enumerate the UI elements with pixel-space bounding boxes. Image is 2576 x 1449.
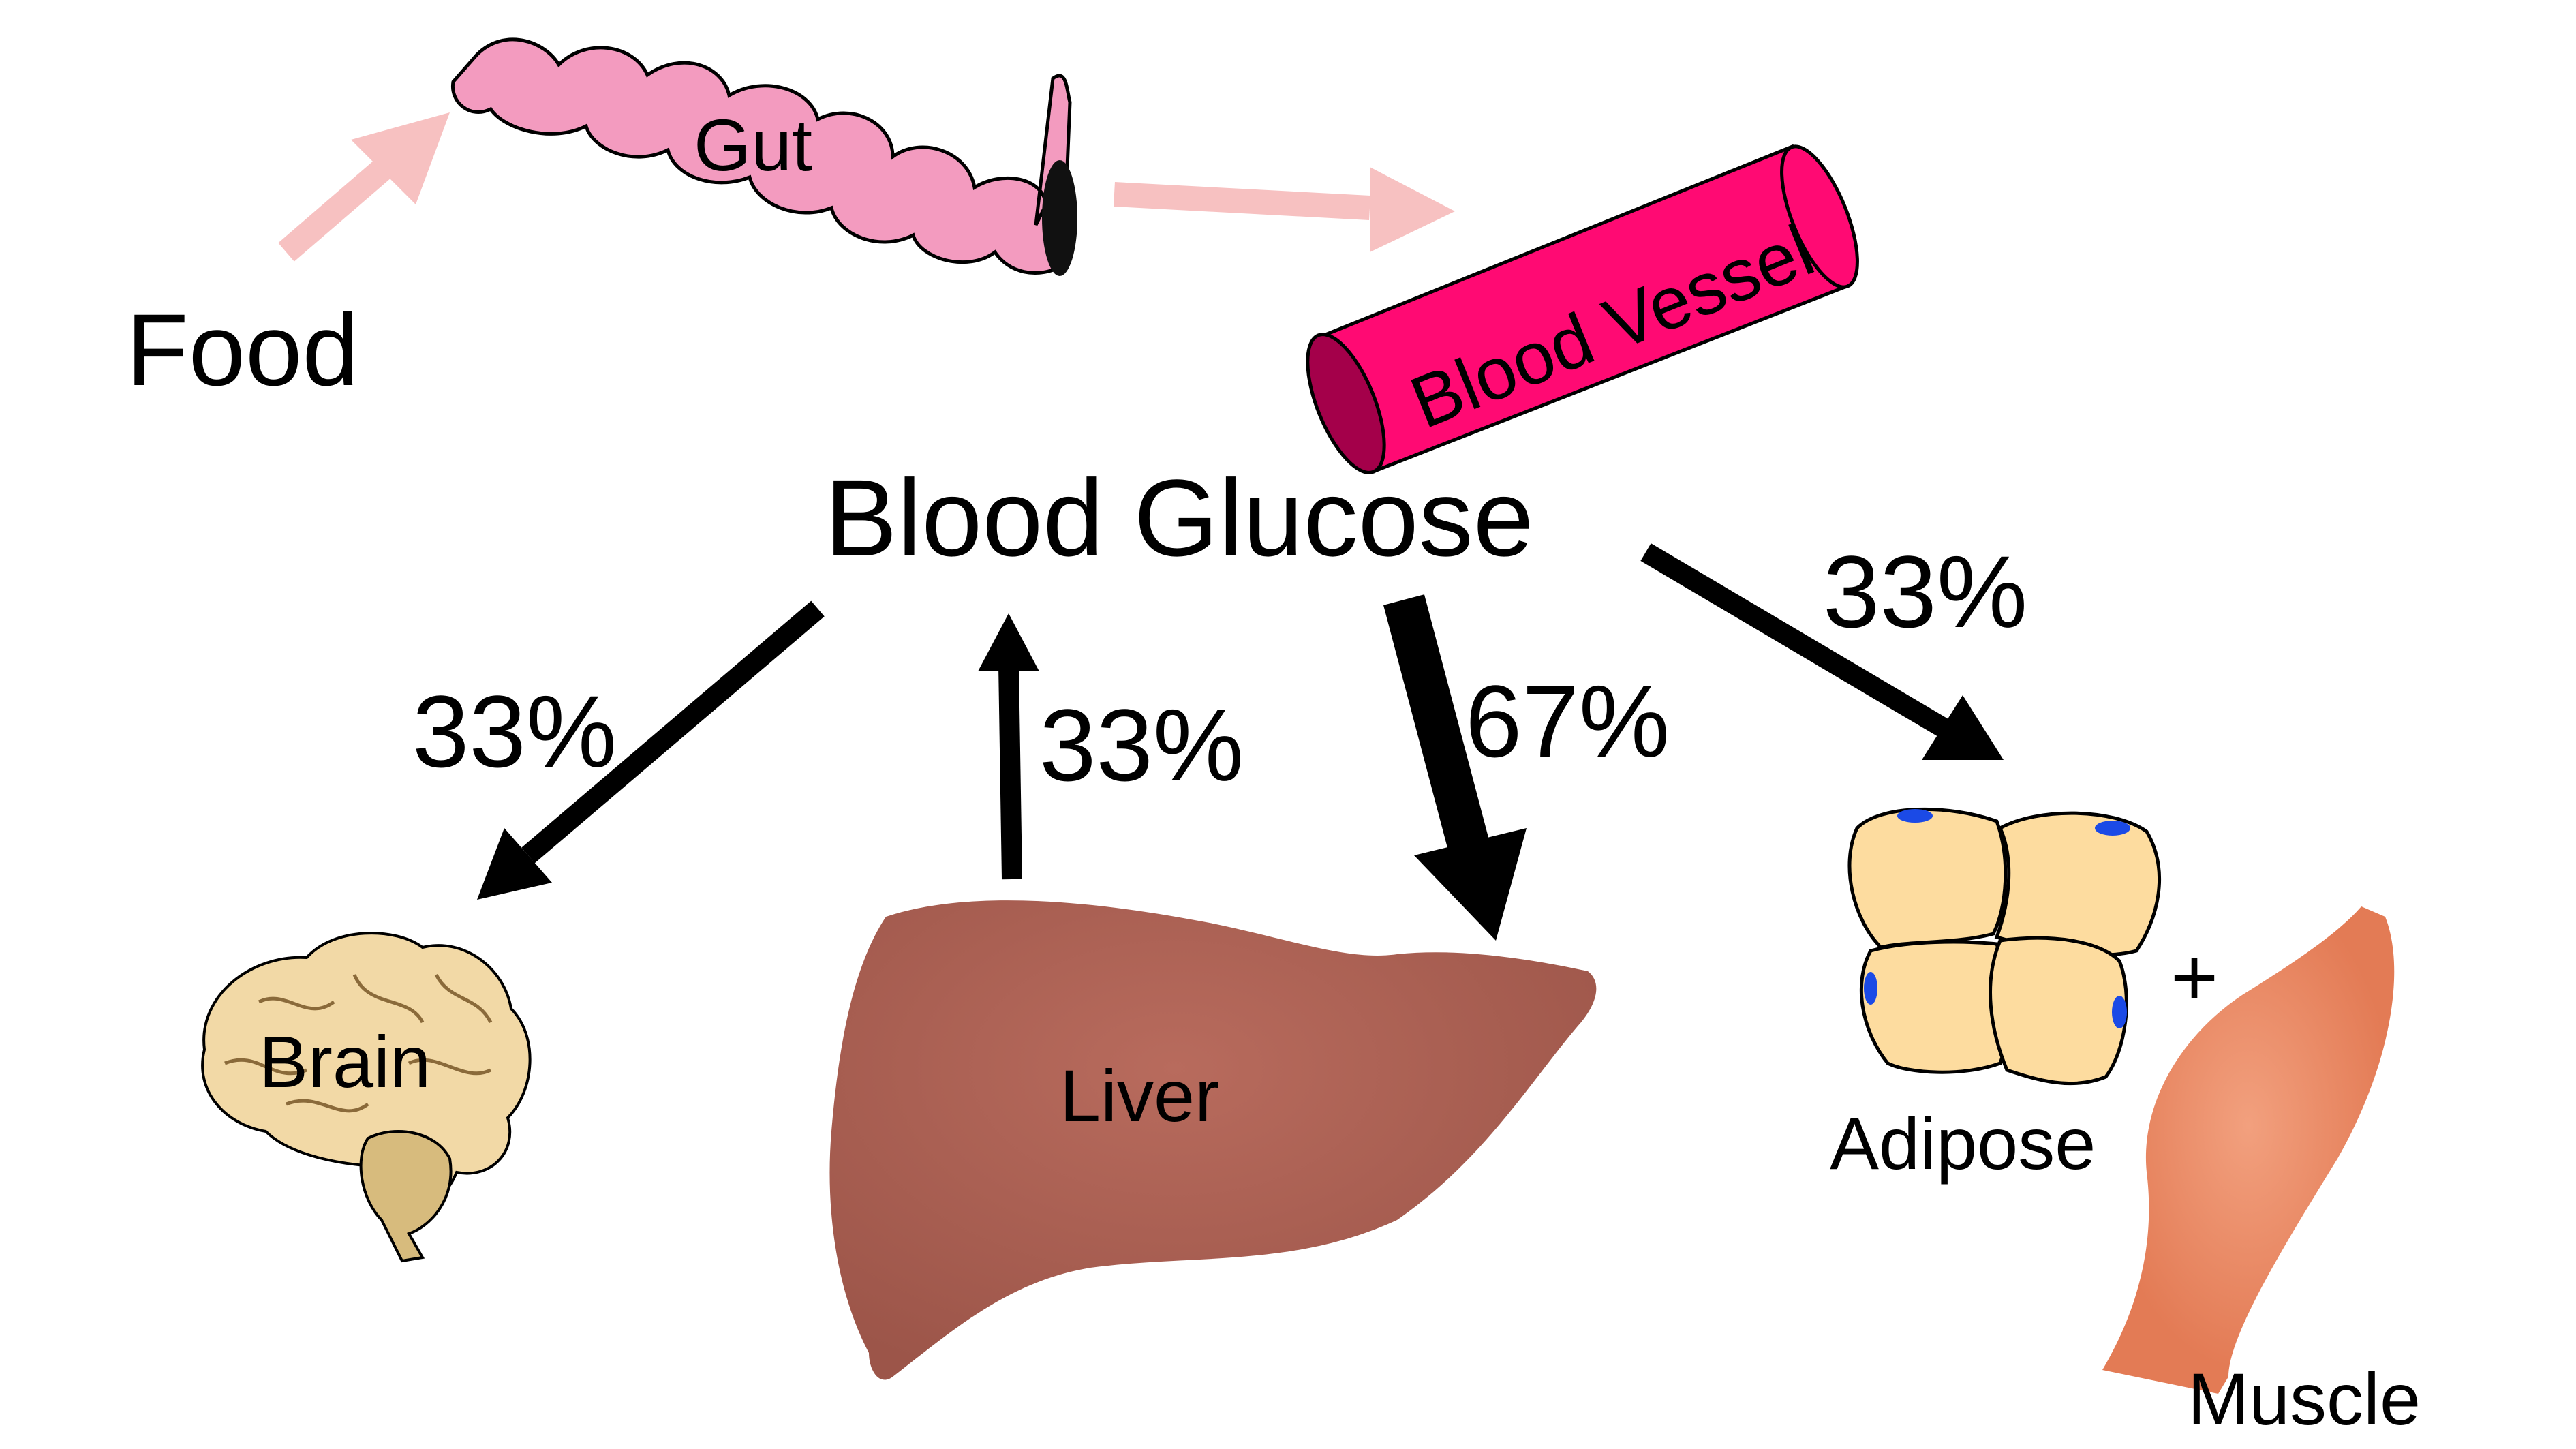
liver-icon (829, 900, 1597, 1380)
glucose-to-liver-arrow (1383, 594, 1527, 941)
adipose-cells-icon (1847, 807, 2161, 1086)
food-label: Food (126, 292, 359, 407)
brain-icon (201, 932, 532, 1263)
brain-label: Brain (259, 1020, 431, 1103)
glucose-to-brain-arrow (477, 600, 825, 900)
liver-to-glucose-arrow (978, 613, 1039, 880)
liver-uptake-percent: 67% (1465, 664, 1670, 778)
food-to-gut-arrow (278, 112, 450, 262)
plus-sign: + (2171, 932, 2218, 1023)
nucleus-icon (2112, 996, 2127, 1028)
blood-vessel-icon (1306, 144, 1859, 474)
liver-output-percent: 33% (1039, 688, 1244, 802)
brain-flow-percent: 33% (412, 674, 617, 789)
muscle-label: Muscle (2188, 1358, 2421, 1440)
glucose-to-adipose-arrow (1640, 543, 2004, 760)
nucleus-icon (1897, 809, 1933, 823)
nucleus-icon (2095, 821, 2130, 836)
nucleus-icon (1864, 972, 1877, 1005)
muscle-icon (2102, 906, 2395, 1394)
blood-glucose-label: Blood Glucose (825, 457, 1534, 579)
adipose-muscle-percent: 33% (1823, 534, 2027, 649)
gut-icon (450, 37, 1077, 276)
adipose-label: Adipose (1830, 1102, 2096, 1185)
gut-to-vessel-arrow (1114, 167, 1455, 252)
liver-label: Liver (1060, 1054, 1219, 1137)
gut-label: Gut (694, 104, 812, 186)
